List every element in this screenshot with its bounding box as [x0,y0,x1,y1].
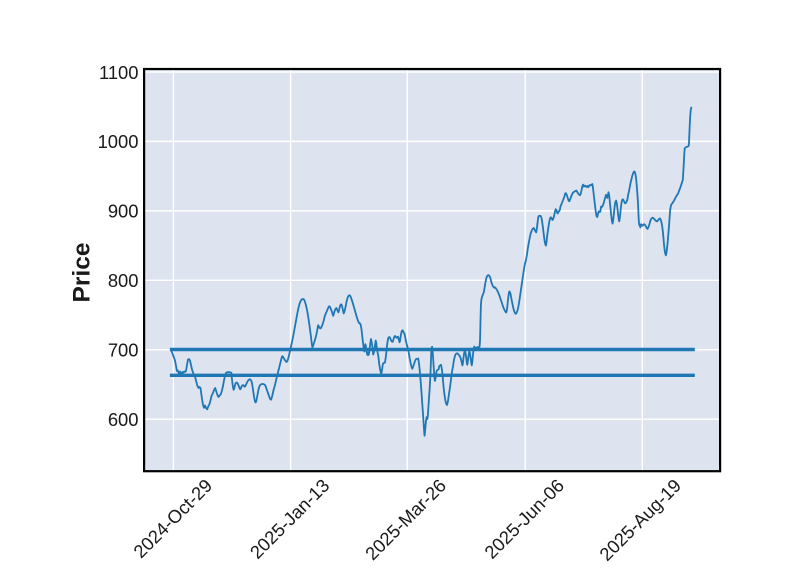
svg-text:2025-Jun-06: 2025-Jun-06 [480,475,568,563]
svg-text:900: 900 [108,201,139,222]
svg-text:700: 700 [108,340,139,361]
svg-text:2025-Jan-13: 2025-Jan-13 [246,475,334,563]
svg-text:1100: 1100 [99,62,139,83]
svg-text:Price: Price [69,243,96,303]
svg-text:800: 800 [108,270,139,291]
svg-text:2025-Aug-19: 2025-Aug-19 [595,475,685,565]
svg-text:2024-Oct-29: 2024-Oct-29 [129,475,216,562]
svg-text:2025-Mar-26: 2025-Mar-26 [361,475,450,564]
svg-text:600: 600 [108,409,139,430]
svg-text:1000: 1000 [98,131,139,152]
